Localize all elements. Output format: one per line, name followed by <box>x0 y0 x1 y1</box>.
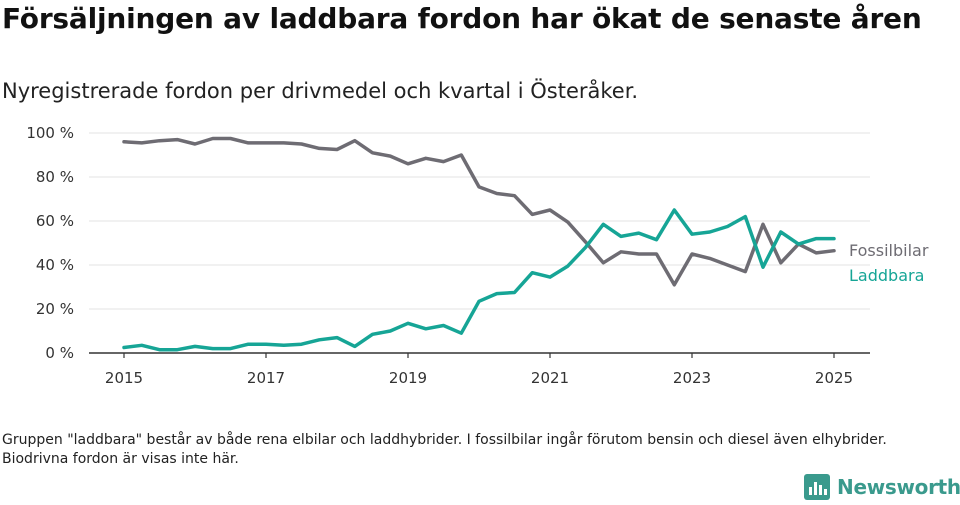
footnote: Gruppen "laddbara" består av både rena e… <box>2 432 887 467</box>
x-tick-label: 2019 <box>389 369 427 387</box>
y-tick-label: 80 % <box>36 168 74 186</box>
y-axis: 0 % 20 % 40 % 60 % 80 % 100 % <box>26 124 74 362</box>
series-line-fossilbilar <box>122 136 836 287</box>
series-labels: Fossilbilar Laddbara <box>849 241 929 285</box>
x-tick-label: 2025 <box>815 369 853 387</box>
y-tick-label: 60 % <box>36 212 74 230</box>
series-line-laddbara <box>122 208 836 352</box>
y-tick-label: 0 % <box>45 344 74 362</box>
chart-subtitle: Nyregistrerade fordon per drivmedel och … <box>2 79 639 103</box>
y-tick-label: 40 % <box>36 256 74 274</box>
y-tick-label: 100 % <box>26 124 74 142</box>
bar-chart-icon <box>804 474 830 500</box>
series-lines <box>122 136 836 352</box>
x-axis: 2015 2017 2019 2021 2023 2025 <box>89 352 870 387</box>
x-tick-label: 2021 <box>531 369 569 387</box>
line-chart: 0 % 20 % 40 % 60 % 80 % 100 % 2015 2017 2019 202… <box>26 124 929 387</box>
newsworthy-logo[interactable]: Newsworthy <box>804 474 960 500</box>
x-tick-label: 2017 <box>247 369 285 387</box>
brand-name: Newsworthy <box>837 475 960 499</box>
chart-title: Försäljningen av laddbara fordon har öka… <box>2 2 922 35</box>
series-label-fossilbilar: Fossilbilar <box>849 241 929 260</box>
y-tick-label: 20 % <box>36 300 74 318</box>
x-tick-label: 2023 <box>673 369 711 387</box>
gridlines <box>89 132 870 310</box>
x-tick-label: 2015 <box>105 369 143 387</box>
series-label-laddbara: Laddbara <box>849 266 924 285</box>
